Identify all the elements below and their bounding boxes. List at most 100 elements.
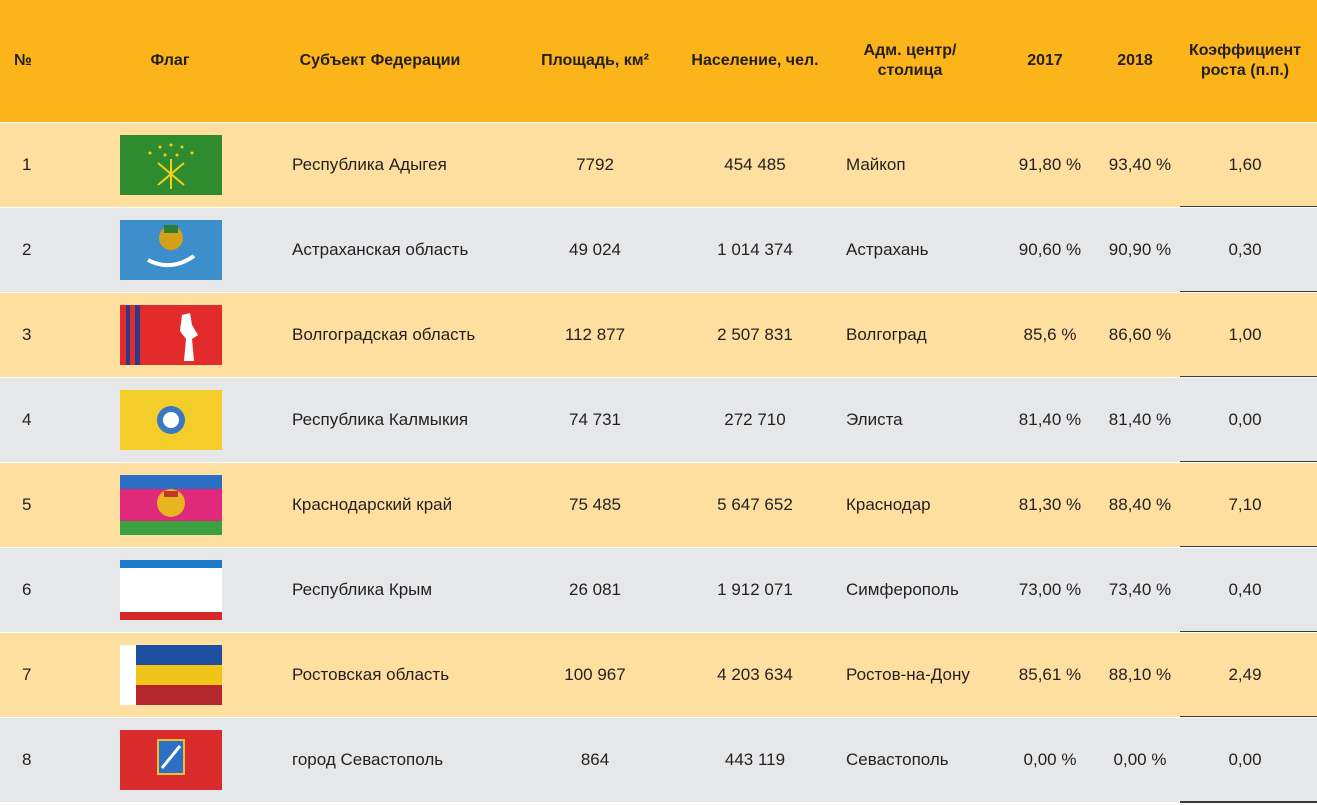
table-cell: 0,00 % [1023, 750, 1077, 769]
table-cell: 7792 [576, 155, 614, 174]
flag-icon [120, 293, 222, 377]
table-cell: Волгоградская область [292, 325, 476, 344]
header-cell: Флаг [150, 52, 190, 69]
table-cell: 443 119 [724, 750, 786, 769]
table-cell: Ростов-на-Дону [846, 665, 970, 684]
table-row: 3 Волгоградская область 112 877 2 507 831 Во… [0, 292, 1317, 378]
table-cell: Волгоград [846, 325, 927, 344]
table-cell: 88,40 % [1108, 495, 1172, 514]
header-cell: Площадь, км² [541, 52, 649, 69]
flag [120, 645, 222, 705]
table-cell: 73,00 % [1018, 580, 1082, 599]
table-cell: 0,00 [1228, 750, 1262, 769]
flag-icon [120, 718, 222, 802]
table-row: 2 Астраханская область 49 024 1 014 374 Астр… [0, 207, 1317, 293]
table-cell: 88,10 % [1108, 665, 1172, 684]
table-cell: Ростовская область [292, 665, 450, 684]
header-cell: Население, чел. [691, 52, 819, 69]
table-cell: 0,00 [1228, 410, 1262, 429]
flag-icon [120, 548, 222, 632]
table-cell: 93,40 % [1108, 155, 1172, 174]
table-row: 1 Республика Адыгея 7792 454 485 Майкоп 91,80… [0, 122, 1317, 208]
flag-icon [120, 208, 222, 292]
table-cell: 0,40 [1228, 580, 1262, 599]
table-cell: 74 731 [569, 410, 621, 429]
flag [120, 560, 222, 620]
table-cell: Майкоп [846, 155, 906, 174]
table-cell: 1,60 [1228, 155, 1262, 174]
table-cell: 2 [22, 240, 32, 259]
header-cell: Адм. центр/столица [863, 42, 957, 79]
table-row: 4 Республика Калмыкия 74 731 272 710 Элиста 8… [0, 377, 1317, 463]
table-cell: 81,40 % [1108, 410, 1172, 429]
table-cell: 4 203 634 [717, 665, 793, 684]
flag-icon [120, 633, 222, 717]
table-cell: Севастополь [846, 750, 949, 769]
flag-icon [120, 123, 222, 207]
header-cell: Субъект Федерации [299, 52, 461, 69]
table-row: 8 город Севастополь 864 443 119 Севастополь 0… [0, 717, 1317, 803]
flag-icon [120, 463, 222, 547]
table-cell: Элиста [846, 410, 903, 429]
table-cell: 272 710 [724, 410, 786, 429]
header-cell: № [14, 52, 32, 69]
table-cell: Республика Крым [292, 580, 433, 599]
table-cell: 90,90 % [1108, 240, 1172, 259]
table-cell: Республика Адыгея [292, 155, 447, 174]
header-cell: 2017 [1027, 52, 1063, 69]
header-cell: Коэффициент роста (п.п.) [1188, 42, 1302, 79]
table-cell: 75 485 [569, 495, 621, 514]
table-cell: 5 647 652 [717, 495, 793, 514]
table-cell: 5 [22, 495, 32, 514]
table-cell: 49 024 [569, 240, 621, 259]
flag [120, 135, 222, 195]
table-row: 7 Ростовская область 100 967 4 203 634 Росто… [0, 632, 1317, 718]
table-cell: Краснодар [846, 495, 931, 514]
flag [120, 220, 222, 280]
table-cell: 7 [22, 665, 32, 684]
flag [120, 475, 222, 535]
table-cell: 85,6 % [1023, 325, 1077, 344]
table-cell: 112 877 [564, 325, 626, 344]
header-cell: 2018 [1117, 52, 1153, 69]
table-row: 6 Республика Крым 26 081 1 912 071 Симферопо… [0, 547, 1317, 633]
table-cell: 1 [22, 155, 32, 174]
table-cell: 1,00 [1228, 325, 1262, 344]
table-cell: 2,49 [1228, 665, 1262, 684]
table-cell: 86,60 % [1108, 325, 1172, 344]
table-cell: 864 [580, 750, 610, 769]
table-row: 5 Краснодарский край 75 485 5 647 652 Красно… [0, 462, 1317, 548]
flag [120, 390, 222, 450]
table-cell: 6 [22, 580, 32, 599]
table-cell: 0,00 % [1113, 750, 1167, 769]
table-cell: Симферополь [846, 580, 959, 599]
table-cell: 3 [22, 325, 32, 344]
table-cell: 73,40 % [1108, 580, 1172, 599]
table-cell: 7,10 [1228, 495, 1262, 514]
table-cell: 90,60 % [1018, 240, 1082, 259]
table-cell: Астрахань [846, 240, 929, 259]
table-cell: 91,80 % [1018, 155, 1082, 174]
flag [120, 305, 222, 365]
table-cell: Краснодарский край [292, 495, 453, 514]
flag [120, 730, 222, 790]
table-cell: Астраханская область [292, 240, 469, 259]
table-cell: 1 912 071 [717, 580, 793, 599]
table-cell: 1 014 374 [717, 240, 793, 259]
table-cell: 100 967 [564, 665, 626, 684]
table-cell: 2 507 831 [717, 325, 793, 344]
table-cell: Республика Калмыкия [292, 410, 469, 429]
table-cell: 85,61 % [1018, 665, 1082, 684]
table-cell: 4 [22, 410, 32, 429]
table-cell: 8 [22, 750, 32, 769]
table-cell: 26 081 [569, 580, 621, 599]
row-rule [1180, 801, 1317, 803]
table-cell: 81,30 % [1018, 495, 1082, 514]
table-cell: 0,30 [1228, 240, 1262, 259]
table-cell: 81,40 % [1018, 410, 1082, 429]
header-row: № Флаг Субъект Федерации Площадь, км² Населе… [0, 0, 1317, 122]
table-cell: город Севастополь [292, 750, 444, 769]
table-cell: 454 485 [724, 155, 786, 174]
flag-icon [120, 378, 222, 462]
